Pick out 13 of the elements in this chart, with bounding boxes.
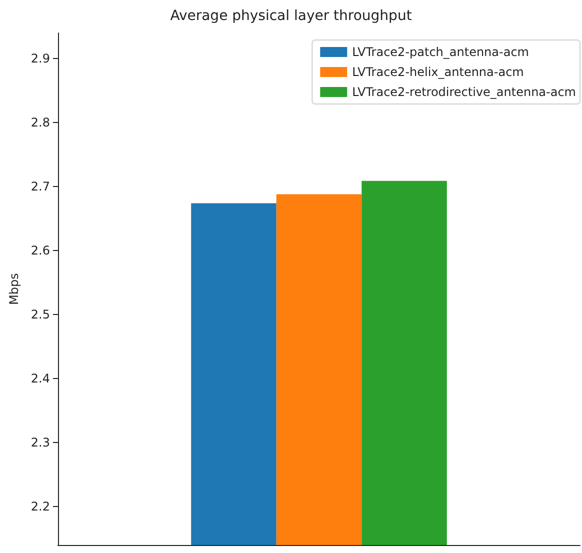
- y-tick-label: 2.8: [30, 116, 50, 130]
- y-tick-label: 2.6: [30, 244, 50, 258]
- y-tick-label: 2.4: [30, 372, 50, 386]
- legend-label: LVTrace2-patch_antenna-acm: [352, 45, 529, 59]
- y-axis-title: Mbps: [7, 273, 21, 305]
- legend-label: LVTrace2-helix_antenna-acm: [352, 65, 524, 79]
- y-tick-label: 2.7: [30, 180, 50, 194]
- legend-label: LVTrace2-retrodirective_antenna-acm: [352, 85, 576, 99]
- y-tick-label: 2.5: [30, 308, 50, 322]
- y-tick-label: 2.9: [30, 52, 50, 66]
- chart-title: Average physical layer throughput: [170, 8, 412, 24]
- y-tick-label: 2.2: [30, 500, 50, 514]
- y-tick-label: 2.3: [30, 436, 50, 450]
